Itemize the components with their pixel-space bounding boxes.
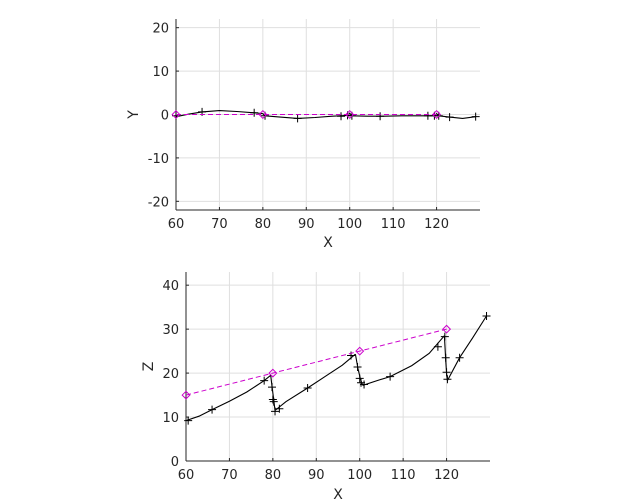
trajectory-marker [267,383,276,392]
x-tick-label: 100 [347,468,372,483]
trajectory-marker [337,112,346,121]
waypoint-marker [355,346,365,356]
waypoint-marker [442,324,452,334]
x-tick-label: 60 [178,468,195,483]
trajectory-marker [250,108,259,117]
x-tick-label: 110 [391,468,416,483]
trajectory-marker [376,112,385,121]
x-tick-label: 90 [298,217,315,232]
y-tick-label: 40 [162,279,179,294]
waypoint-marker [258,109,268,120]
y-axis-label: Z [141,362,157,372]
y-tick-label: 30 [162,323,179,338]
xy-axes: 60 70 80 90 100 110 120 -20 -10 0 10 20 X Y [126,19,480,251]
trajectory-marker [208,405,217,414]
trajectory-marker [184,416,193,425]
x-tick-label: 80 [265,468,282,483]
x-tick-label: 70 [211,217,228,232]
x-tick-label: 110 [381,217,406,232]
x-axis-label: X [333,487,343,503]
y-axis-label: Y [126,110,142,120]
y-tick-label: 20 [162,367,179,382]
y-tick-label: -20 [148,195,169,210]
trajectory-marker [455,353,464,362]
trajectory-marker [260,376,269,385]
y-tick-label: 20 [152,22,169,37]
y-tick-label: 10 [152,65,169,80]
trajectory-marker [355,374,364,383]
trajectory-marker [441,353,450,362]
y-tick-label: 10 [162,411,179,426]
trajectory-marker [445,113,454,122]
x-axis-label: X [323,235,333,251]
trajectory-line [270,375,276,411]
trajectory-marker [360,380,369,389]
y-tick-label: 0 [161,109,169,124]
trajectory-marker [482,311,491,320]
trajectory-line [446,315,487,381]
xz-axes: 60 70 80 90 100 110 120 0 10 20 30 40 X Z [141,272,491,503]
y-tick-label: 0 [171,455,179,470]
x-tick-label: 60 [168,217,185,232]
waypoint-marker [432,109,442,120]
trajectory-line [362,335,445,386]
trajectory-line [274,353,356,411]
trajectory-marker [353,362,362,371]
trajectory-marker [293,114,302,123]
x-tick-label: 120 [434,468,459,483]
trajectory-marker [443,375,452,384]
trajectory-marker [471,112,480,121]
trajectory-marker [269,397,278,406]
waypoint-line [185,328,447,396]
y-tick-label: -10 [148,152,169,167]
trajectory-marker [303,384,312,393]
trajectory-marker [271,407,280,416]
trajectory-marker [433,342,442,351]
trajectory-marker [440,332,449,341]
waypoint-marker [171,109,181,120]
x-tick-label: 100 [337,217,362,232]
x-tick-label: 90 [308,468,325,483]
waypoint-marker [345,109,355,120]
trajectory-marker [275,404,284,413]
waypoint-marker [268,368,278,378]
x-tick-label: 80 [255,217,272,232]
trajectory-marker [386,372,395,381]
trajectory-marker [442,368,451,377]
x-tick-label: 70 [221,468,238,483]
x-tick-label: 120 [424,217,449,232]
waypoint-marker [181,390,191,400]
